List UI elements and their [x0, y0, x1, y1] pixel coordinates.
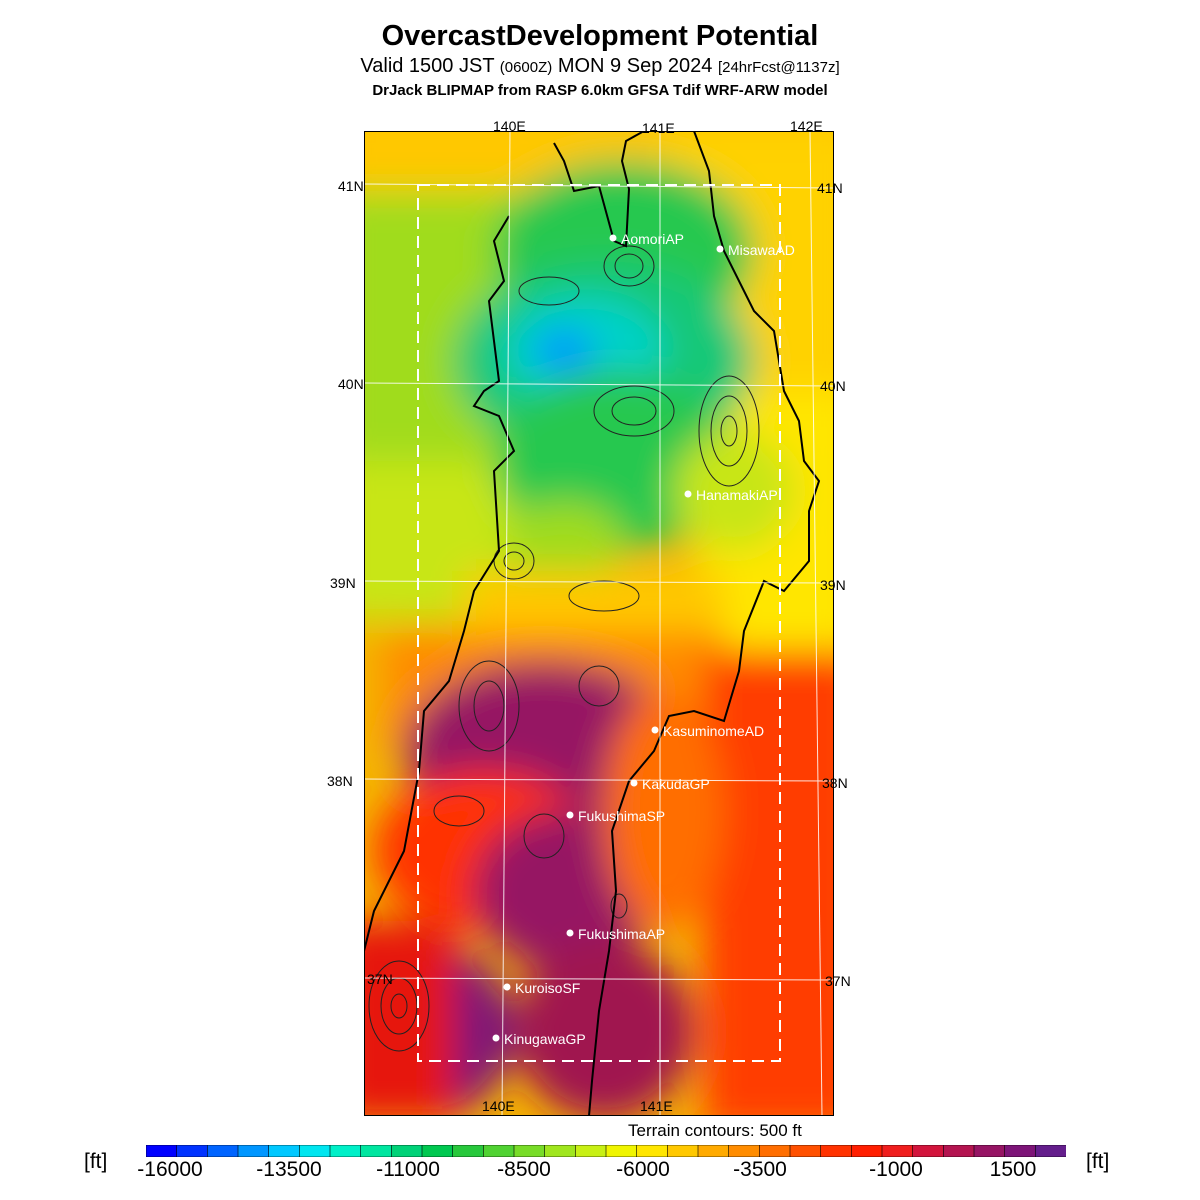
- valid-date: MON 9 Sep 2024: [557, 55, 713, 77]
- lat-label-left-39n: 39N: [330, 575, 356, 591]
- station-label: KuroisoSF: [515, 980, 580, 996]
- forecast-info: [24hrFcst@1137z]: [717, 59, 840, 76]
- colorbar-segment: [207, 1145, 239, 1157]
- lat-label-right-39n: 39N: [820, 577, 846, 593]
- lat-label-left-37n: 37N: [367, 971, 393, 987]
- lat-label-left-41n: 41N: [338, 178, 364, 194]
- station-label: MisawaAD: [728, 242, 795, 258]
- colorbar-segment: [575, 1145, 607, 1157]
- station-kinugawagp[interactable]: KinugawaGP: [492, 1031, 586, 1047]
- colorbar-segment: [268, 1145, 301, 1157]
- station-label: KasuminomeAD: [663, 723, 764, 739]
- colorbar-segment: [176, 1145, 209, 1157]
- colorbar-unit-left: [ft]: [84, 1150, 108, 1173]
- colorbar-segment: [728, 1145, 761, 1157]
- map-frame: [364, 131, 834, 1116]
- colorbar-tick-label: 1500: [989, 1158, 1037, 1181]
- colorbar-tick-label: -13500: [256, 1158, 322, 1181]
- lon-label-top-142e: 142E: [790, 118, 823, 134]
- colorbar-segment: [146, 1145, 178, 1157]
- station-kuroisosf[interactable]: KuroisoSF: [503, 980, 581, 996]
- colorbar-tick-label: -3500: [733, 1158, 787, 1181]
- terrain-contours: [368, 245, 760, 1052]
- colorbar-segment: [881, 1145, 914, 1157]
- valid-time: Valid 1500 JST: [360, 55, 495, 77]
- station-aomoriap[interactable]: AomoriAP: [609, 231, 685, 247]
- lon-label-bottom-140e: 140E: [482, 1098, 515, 1114]
- lat-label-right-38n: 38N: [822, 775, 848, 791]
- station-fukushimaap[interactable]: FukushimaAP: [566, 926, 666, 942]
- colorbar-segment: [759, 1145, 791, 1157]
- colorbar-segment: [360, 1145, 393, 1157]
- lat-label-right-41n: 41N: [817, 180, 843, 196]
- colorbar-tick-label: -11000: [376, 1158, 440, 1181]
- colorbar-tick-label: -16000: [137, 1158, 203, 1181]
- colorbar-tick-label: -1000: [869, 1158, 923, 1181]
- lat-label-left-38n: 38N: [327, 773, 353, 789]
- colorbar-segment: [544, 1145, 577, 1157]
- station-label: FukushimaAP: [578, 926, 665, 942]
- terrain-contours-note: Terrain contours: 500 ft: [628, 1121, 802, 1140]
- colorbar-segment: [820, 1145, 853, 1157]
- colorbar-segment: [943, 1145, 975, 1157]
- colorbar-segment: [391, 1145, 423, 1157]
- colorbar-segment: [789, 1145, 822, 1157]
- forecast-map: AomoriAP MisawaAD HanamakiAP KasuminomeA…: [364, 131, 834, 1116]
- model-description: DrJack BLIPMAP from RASP 6.0km GFSA Tdif…: [372, 82, 828, 99]
- colorbar-segment: [1004, 1145, 1037, 1157]
- colorbar-segment: [697, 1145, 730, 1157]
- colorbar-segment: [851, 1145, 883, 1157]
- station-label: FukushimaSP: [578, 808, 665, 824]
- station-kasuminomead[interactable]: KasuminomeAD: [651, 723, 765, 739]
- colorbar-segment: [973, 1145, 1006, 1157]
- colorbar-tick-label: -8500: [497, 1158, 551, 1181]
- station-label: KinugawaGP: [504, 1031, 586, 1047]
- station-label: HanamakiAP: [696, 487, 778, 503]
- colorbar-tick-label: -6000: [616, 1158, 670, 1181]
- utc-time: (0600Z): [499, 59, 553, 76]
- colorbar-segment: [667, 1145, 699, 1157]
- station-label: KakudaGP: [642, 776, 710, 792]
- colorbar-segment: [452, 1145, 485, 1157]
- lon-label-top-140e: 140E: [493, 118, 526, 134]
- map-subtitle: Valid 1500 JST (0600Z) MON 9 Sep 2024 [2…: [0, 55, 1200, 78]
- colorbar-segment: [299, 1145, 331, 1157]
- colorbar-unit-right: [ft]: [1086, 1150, 1110, 1173]
- lat-label-left-40n: 40N: [338, 376, 364, 392]
- colorbar-segment: [421, 1145, 454, 1157]
- colorbar-segment: [1035, 1145, 1066, 1157]
- lat-lon-grid: [364, 131, 834, 1116]
- inner-domain-box: [417, 184, 781, 1062]
- colorbar-segment: [912, 1145, 945, 1157]
- map-title: OvercastDevelopment Potential: [381, 20, 819, 52]
- lon-label-top-141e: 141E: [642, 120, 675, 136]
- station-label: AomoriAP: [621, 231, 684, 247]
- station-markers: AomoriAP MisawaAD HanamakiAP KasuminomeA…: [492, 231, 795, 1047]
- lat-label-right-37n: 37N: [825, 973, 851, 989]
- colorbar-segment: [605, 1145, 638, 1157]
- lon-label-bottom-141e: 141E: [640, 1098, 673, 1114]
- station-misawaad[interactable]: MisawaAD: [716, 242, 795, 258]
- colorbar-segment: [513, 1145, 546, 1157]
- colorbar-segment: [329, 1145, 362, 1157]
- colorbar-segment: [636, 1145, 669, 1157]
- colorbar: [146, 1145, 1066, 1157]
- colorbar-segment: [483, 1145, 515, 1157]
- colorbar-segment: [237, 1145, 270, 1157]
- station-hanamakiap[interactable]: HanamakiAP: [684, 487, 778, 503]
- station-fukushimasp[interactable]: FukushimaSP: [566, 808, 666, 824]
- station-kakudagp[interactable]: KakudaGP: [630, 776, 710, 792]
- lat-label-right-40n: 40N: [820, 378, 846, 394]
